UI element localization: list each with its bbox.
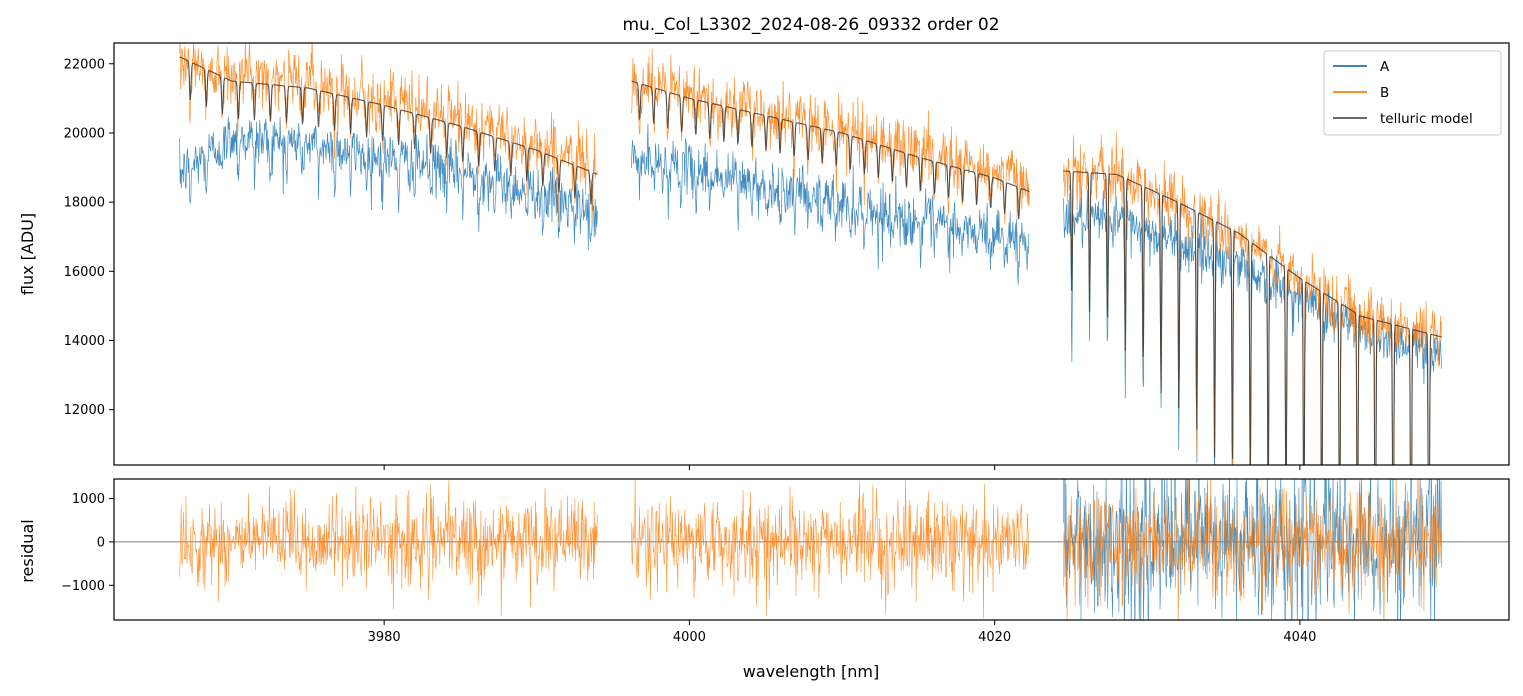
y-tick-label: 14000 [64,334,105,349]
main-plot-frame [113,42,1510,466]
legend-box [1323,50,1502,136]
residual-y-axis: −1000 0 1000 [61,492,114,594]
y-tick-label: 18000 [64,196,105,211]
main-y-axis: 12000 14000 16000 18000 20000 22000 [64,57,114,418]
legend-label-b: B [1380,85,1389,101]
x-axis-label: wavelength [nm] [743,662,880,681]
residual-plot-series [179,479,1442,620]
y-tick-label: 12000 [64,403,105,418]
x-tick-label: 4000 [673,630,706,645]
y-tick-label: 22000 [64,57,105,72]
chart-title: mu._Col_L3302_2024-08-26_09332 order 02 [622,15,999,35]
legend-label-a: A [1380,59,1390,75]
y-tick-label: 16000 [64,265,105,280]
residual-series-b-line [179,479,1442,620]
residual-x-axis: 3980 4000 4020 4040 [368,620,1316,645]
main-plot-area [114,43,1509,465]
main-y-axis-label: flux [ADU] [18,213,37,295]
residual-y-axis-label: residual [18,519,37,582]
x-tick-label: 4020 [978,630,1011,645]
legend-label-telluric: telluric model [1380,111,1473,127]
main-x-axis [383,465,1301,470]
residual-y-tick-label: 0 [97,535,105,550]
x-tick-label: 3980 [368,630,401,645]
residual-y-tick-label: 1000 [72,492,105,507]
telluric-model-line [179,56,1442,465]
residual-y-tick-label: −1000 [61,579,105,594]
legend: A B telluric model [1323,50,1502,136]
y-tick-label: 20000 [64,126,105,141]
main-plot-series [179,43,1442,465]
x-tick-label: 4040 [1283,630,1316,645]
residual-plot-frame [113,478,1510,621]
